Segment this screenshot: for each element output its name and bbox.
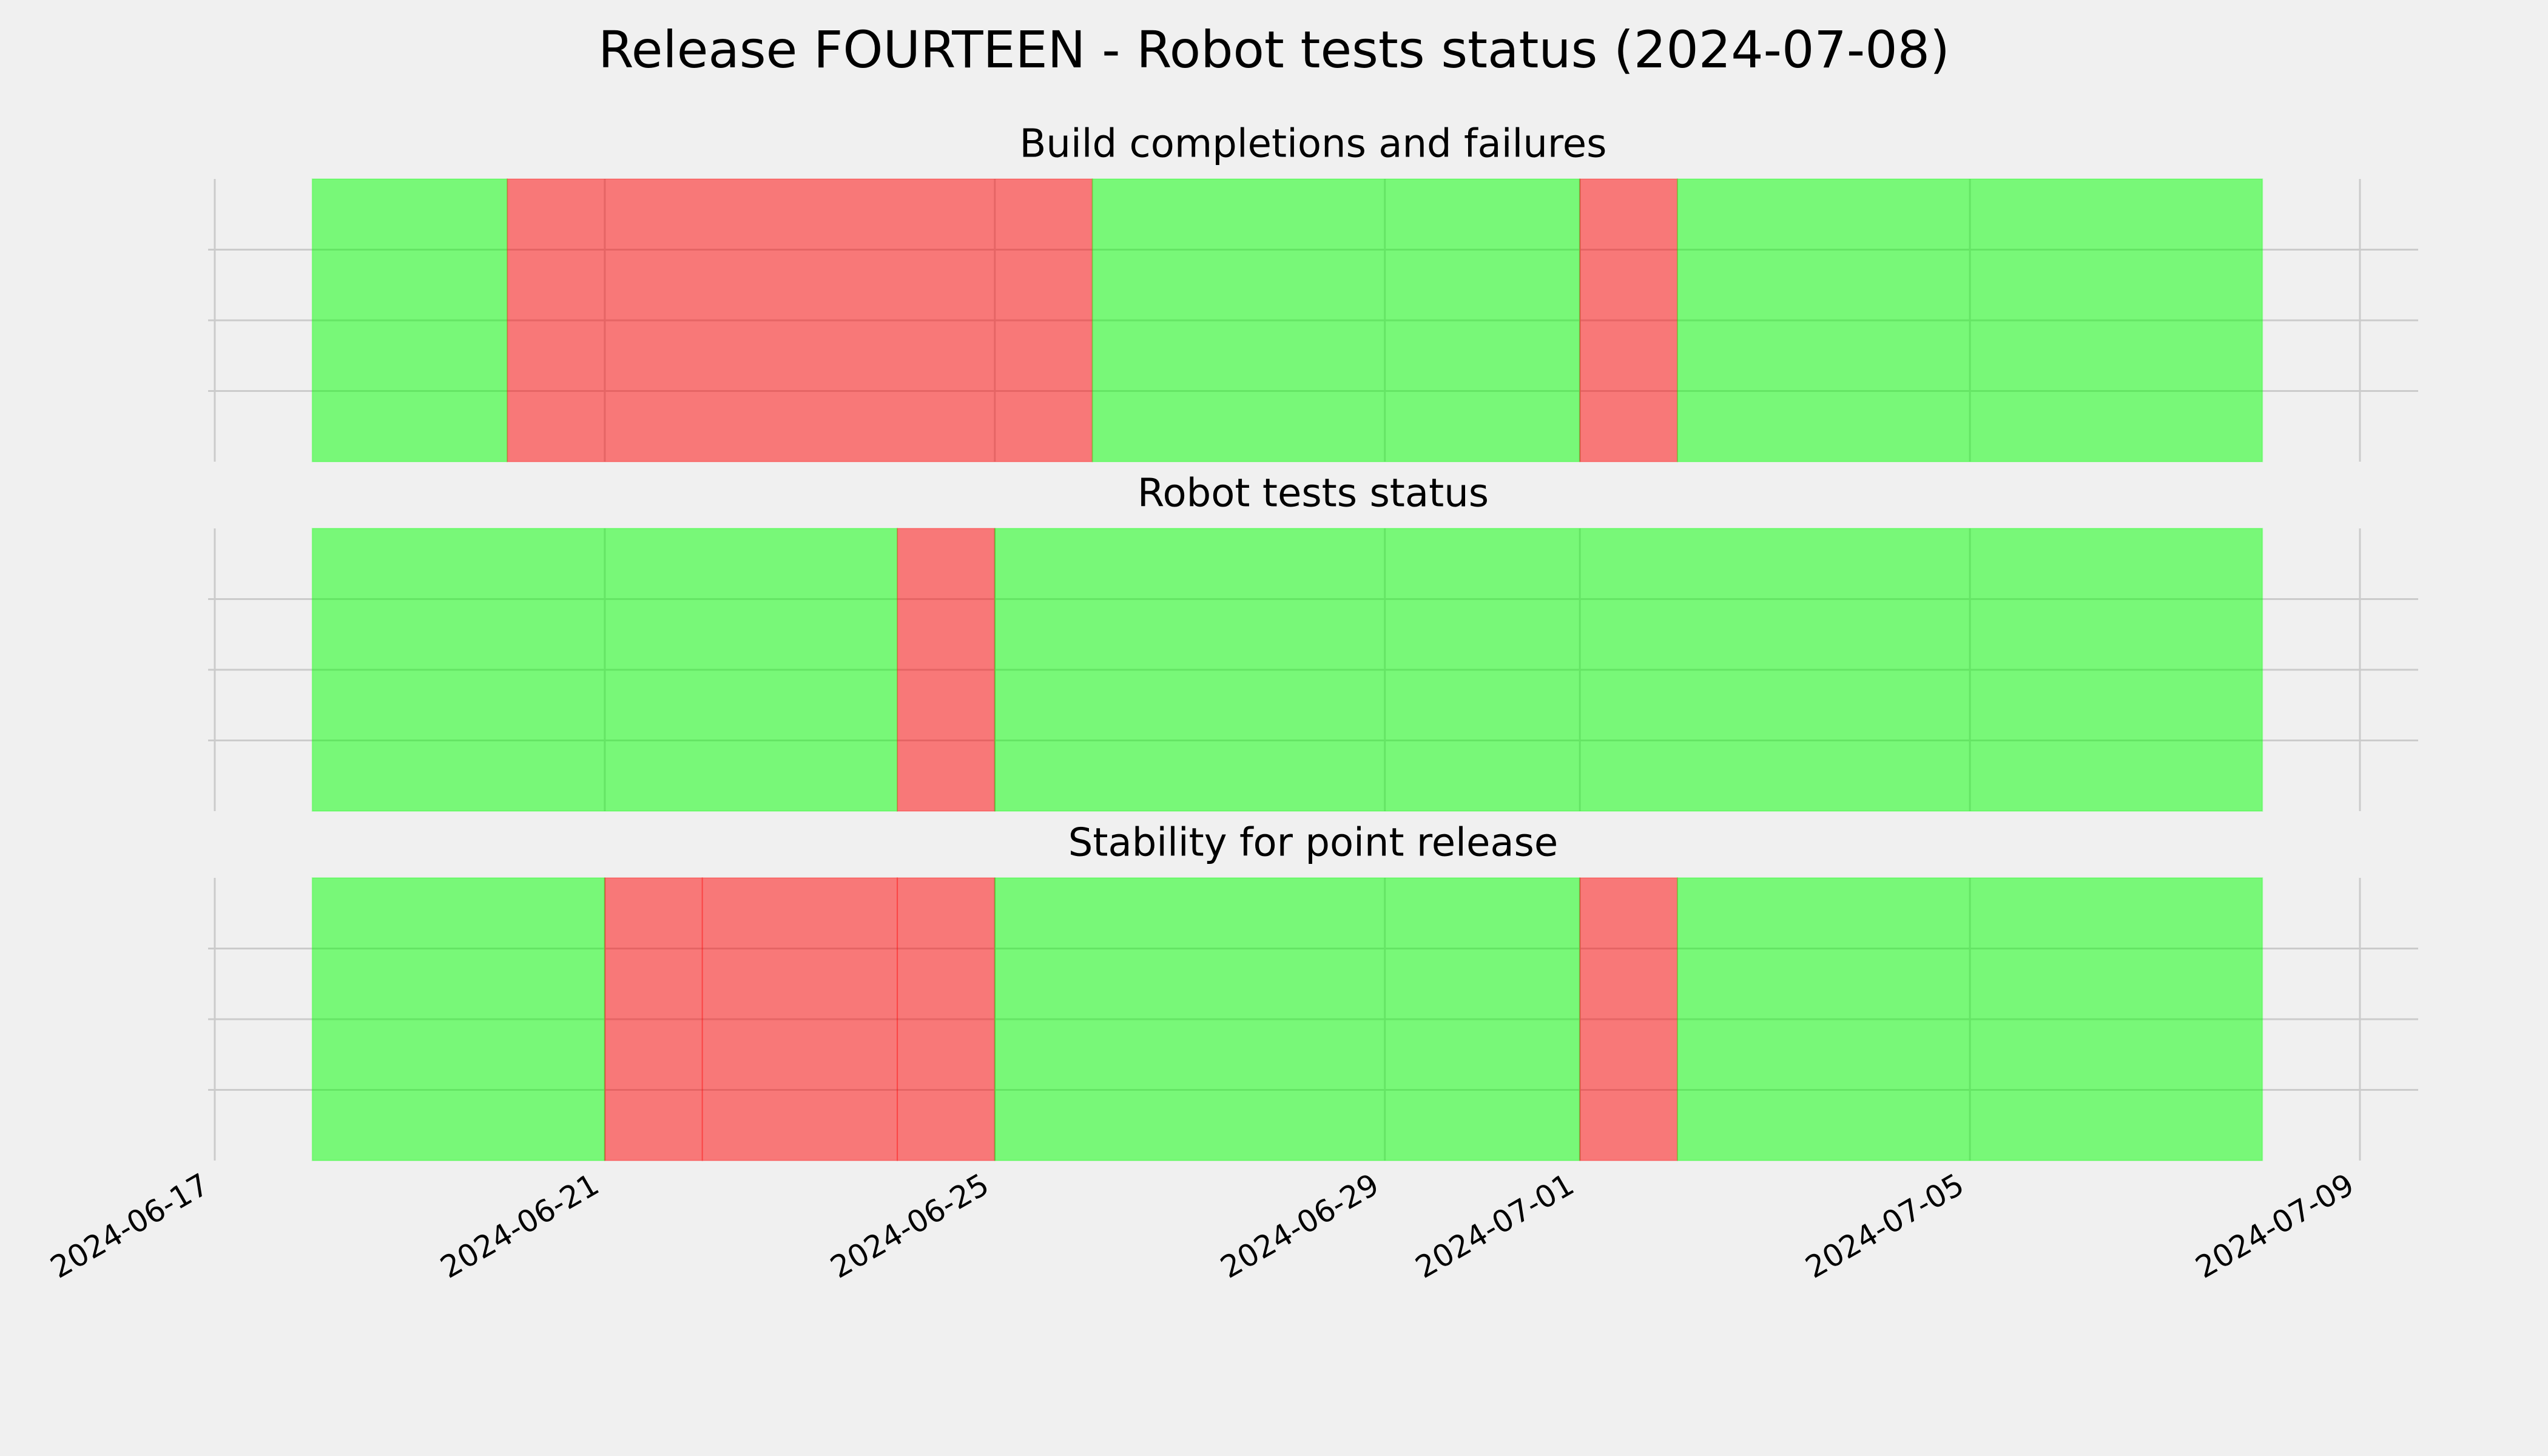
status-bar xyxy=(897,877,996,1161)
panel-title: Robot tests status xyxy=(1138,471,1489,516)
status-bar xyxy=(311,877,605,1161)
x-tick-label: 2024-06-21 xyxy=(434,1167,605,1286)
x-tick-label: 2024-06-29 xyxy=(1215,1167,1385,1286)
status-bar xyxy=(994,528,2263,812)
status-bar xyxy=(1676,877,2263,1161)
x-tick-label: 2024-07-09 xyxy=(2189,1167,2360,1286)
status-bar xyxy=(994,877,1581,1161)
panel-title: Stability for point release xyxy=(1068,821,1559,866)
chart-title: Release FOURTEEN - Robot tests status (2… xyxy=(598,20,1950,79)
status-bar xyxy=(507,178,1093,462)
status-bar xyxy=(897,528,996,812)
status-bar xyxy=(701,877,898,1161)
x-tick-label: 2024-06-25 xyxy=(824,1167,995,1286)
status-bar xyxy=(311,178,508,462)
status-bar xyxy=(1579,877,1678,1161)
x-tick-label: 2024-06-17 xyxy=(44,1167,215,1286)
status-bar xyxy=(604,877,703,1161)
panel-title: Build completions and failures xyxy=(1020,122,1607,167)
x-tick-label: 2024-07-01 xyxy=(1410,1167,1580,1286)
x-tick-label: 2024-07-05 xyxy=(1799,1167,1970,1286)
status-bar xyxy=(1579,178,1678,462)
status-bar xyxy=(1091,178,1581,462)
status-bar xyxy=(311,528,898,812)
status-bar xyxy=(1676,178,2263,462)
